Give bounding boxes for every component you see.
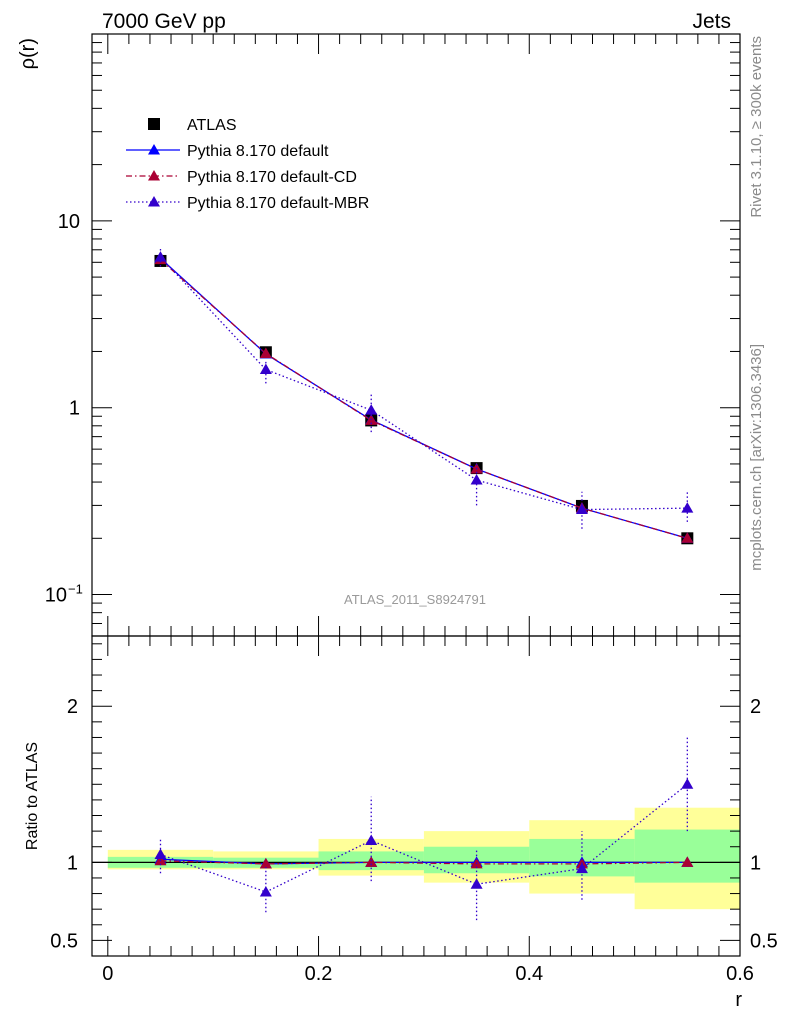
- x-tick-label: 0.4: [515, 963, 543, 985]
- ratio-cd-point-3: [365, 856, 378, 867]
- main-y-tick-label: 1: [69, 398, 80, 420]
- ratio-cd-point-6: [681, 856, 694, 867]
- x-tick-label: 0.2: [305, 963, 333, 985]
- ratio-y-tick-label-left: 2: [67, 696, 78, 718]
- ratio-mbr-point-1: [154, 848, 167, 860]
- ratio-mbr-line: [160, 783, 688, 893]
- ratio-band-inner-bin-6: [634, 829, 740, 883]
- x-tick-label: 0: [102, 963, 113, 985]
- ratio-y-tick-label-left: 0.5: [50, 930, 78, 952]
- main-y-tick-label-exponent: −1: [68, 582, 83, 597]
- ratio-y-tick-label-left: 1: [67, 852, 78, 874]
- legend-marker-mbr: [148, 196, 160, 207]
- rivet-version-label: Rivet 3.1.10, ≥ 300k events: [748, 36, 765, 218]
- legend-label-default: Pythia 8.170 default: [187, 143, 329, 160]
- ratio-default-line: [160, 858, 688, 865]
- main-y-tick-label: 10: [58, 211, 80, 233]
- main-mbr-point-3: [365, 404, 378, 415]
- main-mbr-line: [160, 256, 688, 511]
- legend-label-mbr: Pythia 8.170 default-MBR: [187, 195, 369, 212]
- ratio-axis-ticks: 0.5 0.5 1 1 2 2 0 0.2 0.4 0.6: [50, 636, 778, 985]
- main-mbr-point-6: [681, 502, 694, 513]
- main-default-line: [160, 257, 688, 539]
- ratio-mbr-point-6: [681, 778, 694, 789]
- ratio-y-tick-label-right: 2: [750, 696, 761, 718]
- legend-marker-cd: [148, 170, 160, 181]
- main-mbr-point-5: [575, 503, 588, 515]
- main-mbr-point-4: [470, 474, 483, 485]
- ratio-y-tick-label-right: 1: [750, 852, 761, 874]
- ratio-series-layer: [154, 737, 694, 921]
- ratio-mbr-point-5: [575, 862, 588, 874]
- ratio-cd-point-2: [259, 857, 272, 869]
- legend: ATLAS Pythia 8.170 default Pythia 8.170 de…: [126, 117, 369, 212]
- ratio-mbr-point-3: [365, 834, 378, 845]
- main-series-layer: [154, 248, 694, 545]
- ratio-y-tick-label-right: 0.5: [750, 930, 778, 952]
- header-left-label: 7000 GeV pp: [102, 10, 226, 33]
- legend-label-data: ATLAS: [187, 117, 237, 134]
- main-mbr-point-2: [259, 363, 272, 375]
- watermark-label: ATLAS_2011_S8924791: [344, 592, 486, 607]
- ratio-y-axis-label: Ratio to ATLAS: [24, 742, 41, 850]
- legend-marker-data: [148, 118, 160, 130]
- ratio-mbr-point-2: [259, 886, 272, 897]
- main-cd-point-6: [681, 532, 694, 543]
- main-y-tick-label: 10: [45, 585, 67, 607]
- ratio-mbr-point-4: [470, 878, 483, 889]
- legend-marker-default: [148, 144, 160, 155]
- mcplots-reference-label: mcplots.cern.ch [arXiv:1306.3436]: [748, 344, 765, 571]
- x-tick-label: 0.6: [726, 963, 754, 985]
- ratio-panel-frame: [91, 635, 741, 957]
- x-axis-label: r: [735, 989, 742, 1011]
- main-cd-line: [160, 259, 688, 539]
- header-right-label: Jets: [692, 10, 731, 33]
- main-cd-point-2: [259, 347, 272, 359]
- main-y-axis-label: ρ(r): [17, 38, 39, 69]
- legend-label-cd: Pythia 8.170 default-CD: [187, 169, 357, 186]
- main-mbr-point-1: [154, 251, 167, 262]
